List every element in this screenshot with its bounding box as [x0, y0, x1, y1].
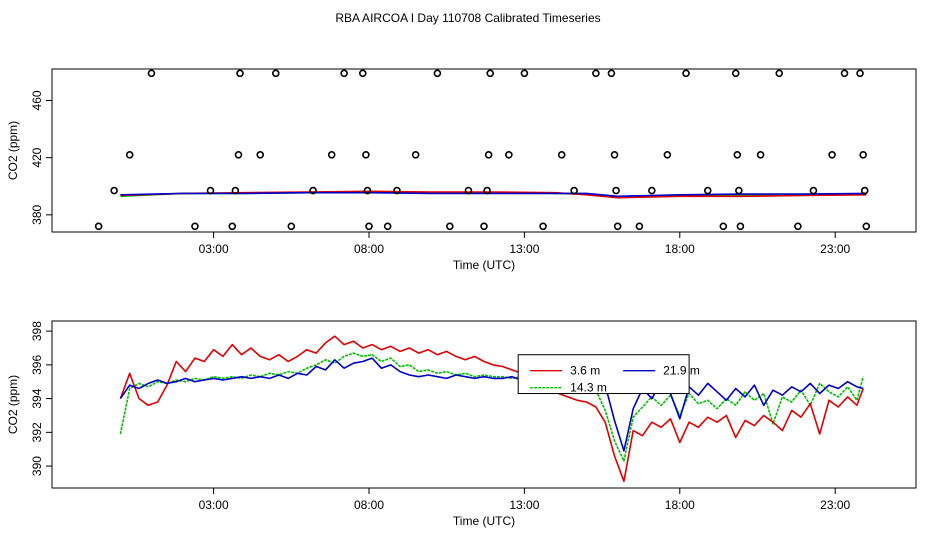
calibration-point [703, 186, 712, 195]
plot-frame [51, 320, 917, 489]
series-line-3-6-m [119, 335, 864, 483]
y-tick-label: 420 [30, 147, 44, 167]
calibration-point [340, 69, 348, 78]
calibration-point [365, 222, 373, 231]
chart-title: RBA AIRCOA I Day 110708 Calibrated Times… [335, 11, 600, 25]
calibration-point [539, 222, 547, 231]
calibration-point [236, 69, 244, 78]
series-line-21-9-m [119, 357, 864, 452]
calibration-point [147, 69, 156, 78]
calibration-point [228, 222, 237, 231]
calibration-point [362, 150, 370, 159]
calibration-point [110, 186, 118, 195]
calibration-point [607, 69, 616, 78]
calibration-point [480, 222, 488, 231]
calibration-point [433, 69, 442, 78]
calibration-point [125, 150, 134, 159]
calibration-point [256, 150, 265, 159]
calibration-point [505, 150, 513, 159]
calibration-point [736, 222, 745, 231]
calibration-point [682, 69, 690, 78]
legend-label: 3.6 m [570, 364, 600, 378]
calibration-point [486, 69, 495, 78]
raw-co2-panel: 03:00 08:00 13:00 18:00 23:00 380 420 460 Time (… [6, 68, 917, 272]
calibrated-co2-panel: 03:00 08:00 13:00 18:00 23:00 390 392 394 396 398… [6, 320, 917, 528]
calibration-point [557, 150, 566, 159]
calibration-point [635, 222, 644, 231]
calibration-point [860, 186, 869, 195]
x-tick-label: 03:00 [199, 242, 229, 256]
legend-label: 14.3 m [570, 381, 607, 395]
x-axis-label: Time (UTC) [453, 258, 515, 272]
calibration-point [735, 186, 743, 195]
x-tick-label: 18:00 [665, 242, 695, 256]
x-axis-label: Time (UTC) [453, 514, 515, 528]
series-line-21-9-m [120, 191, 867, 198]
calibration-point [363, 186, 372, 195]
calibration-point [483, 186, 491, 195]
calibration-point [809, 186, 818, 195]
calibration-point [383, 222, 392, 231]
calibration-point [358, 69, 367, 78]
plot-area [119, 335, 864, 483]
x-tick-label: 08:00 [354, 242, 384, 256]
calibration-point [733, 150, 742, 159]
plot-area [120, 190, 867, 199]
x-tick-label: 13:00 [509, 498, 539, 512]
calibration-point [231, 186, 240, 195]
calibration-point [756, 150, 765, 159]
y-tick-label: 460 [30, 90, 44, 110]
calibration-point [393, 186, 401, 195]
calibration-point [570, 186, 578, 195]
calibration-point [464, 186, 473, 195]
x-tick-label: 18:00 [665, 498, 695, 512]
calibration-point [94, 222, 103, 231]
calibration-point [856, 69, 864, 78]
calibration-point [663, 150, 672, 159]
legend-label: 21.9 m [663, 364, 700, 378]
calibration-point [411, 150, 420, 159]
calibration-point [287, 222, 296, 231]
legend: 3.6 m 21.9 m 14.3 m [517, 354, 700, 395]
calibration-point [862, 222, 871, 231]
x-tick-label: 23:00 [820, 498, 850, 512]
calibration-point [719, 222, 728, 231]
y-tick-label: 390 [30, 456, 44, 476]
x-tick-label: 08:00 [354, 498, 384, 512]
calibration-point [206, 186, 215, 195]
calibration-point [234, 150, 243, 159]
calibration-point [520, 69, 529, 78]
calibration-point [828, 150, 836, 159]
y-axis-label: CO2 (ppm) [6, 375, 20, 434]
calibration-point [309, 186, 317, 195]
calibration-point [794, 222, 802, 231]
calibration-point [840, 69, 849, 78]
plot-frame [51, 68, 917, 233]
calibration-point [775, 69, 784, 78]
calibration-point [612, 186, 620, 195]
calibration-point [446, 222, 454, 231]
x-tick-label: 13:00 [509, 242, 539, 256]
x-tick-label: 03:00 [199, 498, 229, 512]
y-tick-label: 398 [30, 321, 44, 341]
series-line-14-3-m [119, 352, 864, 462]
calibration-point [859, 150, 867, 159]
calibration-point [327, 150, 336, 159]
calibration-point [592, 69, 600, 78]
y-tick-label: 396 [30, 355, 44, 375]
calibration-point [191, 222, 199, 231]
calibration-point [731, 69, 740, 78]
calibration-point [648, 186, 656, 195]
calibration-point [484, 150, 493, 159]
y-tick-label: 380 [30, 205, 44, 225]
calibration-point [610, 150, 619, 159]
x-tick-label: 23:00 [820, 242, 850, 256]
y-axis-label: CO2 (ppm) [6, 121, 20, 180]
calibration-point [613, 222, 622, 231]
y-tick-label: 394 [30, 388, 44, 408]
calibration-point [271, 69, 280, 78]
y-tick-label: 392 [30, 422, 44, 442]
